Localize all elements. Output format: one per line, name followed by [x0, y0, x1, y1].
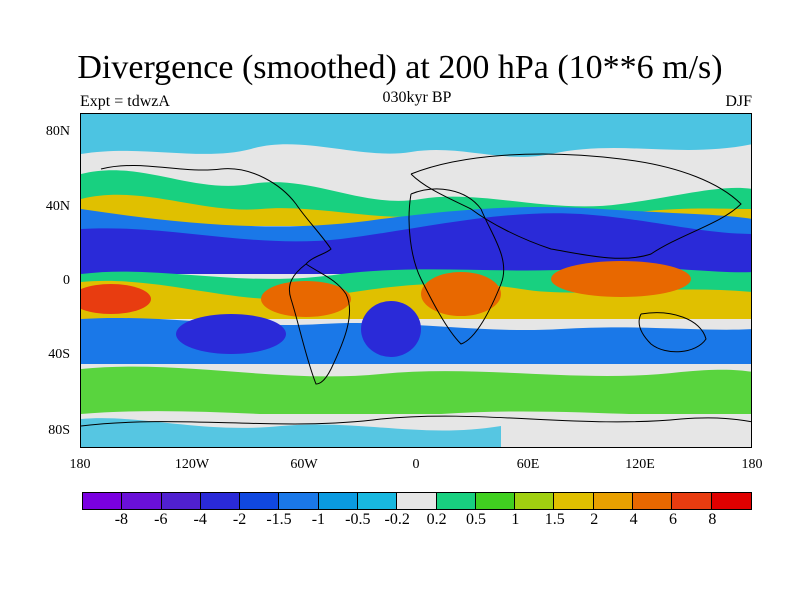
colorbar-swatch — [515, 493, 555, 509]
colorbar-swatch — [122, 493, 162, 509]
south-atlantic-convergence — [361, 301, 421, 357]
map-plot-area — [80, 113, 752, 448]
colorbar-swatch — [318, 493, 358, 509]
north-america-coastline — [100, 164, 332, 265]
subtropical-convergence-core — [81, 213, 751, 274]
colorbar-tick-label: 6 — [669, 511, 677, 528]
experiment-label: Expt = tdwzA — [80, 93, 170, 110]
south-america-divergence — [261, 281, 351, 317]
southern-midlatitude-band — [81, 366, 751, 414]
colorbar-swatch — [397, 493, 437, 509]
colorbar-tick-label: -0.2 — [384, 511, 410, 528]
colorbar-tick-label: 1.5 — [544, 511, 565, 528]
east-pacific-divergence — [81, 284, 151, 314]
lon-tick-label: 120E — [625, 457, 655, 472]
lon-tick-label: 0 — [412, 457, 420, 472]
colorbar-swatch — [632, 493, 673, 509]
colorbar-tick-label: 1 — [511, 511, 520, 528]
lon-tick-label: 180 — [69, 457, 91, 472]
colorbar-tick-label: -0.5 — [345, 511, 371, 528]
colorbar-tick-label: 8 — [708, 511, 717, 528]
eurasia-coastline — [410, 153, 742, 259]
colorbar-swatch — [711, 493, 751, 509]
lon-tick-label: 180 — [741, 457, 763, 472]
lat-tick-label: 80S — [48, 423, 70, 438]
season-label: DJF — [725, 93, 752, 110]
tropical-divergence-inner — [81, 280, 751, 319]
colorbar-swatch — [357, 493, 398, 509]
south-america-coastline — [288, 263, 350, 385]
south-pacific-convergence — [176, 314, 286, 354]
colorbar-swatch — [436, 493, 476, 509]
indo-pacific-divergence — [551, 261, 691, 297]
colorbar-tick-label: -8 — [114, 511, 129, 528]
colorbar-swatch — [593, 493, 633, 509]
map-field — [81, 114, 751, 447]
africa-divergence — [421, 272, 501, 316]
colorbar-swatch — [83, 493, 123, 509]
lat-tick-label: 40S — [48, 347, 70, 362]
australia-coastline — [638, 312, 707, 353]
lat-tick-label: 80N — [45, 124, 70, 139]
colorbar-swatch — [200, 493, 241, 509]
colorbar-swatch — [672, 493, 712, 509]
colorbar-swatch — [475, 493, 516, 509]
lon-tick-label: 60W — [290, 457, 318, 472]
lat-tick-label: 0 — [63, 273, 70, 288]
colorbar-tick-label: 4 — [629, 511, 638, 528]
africa-coastline — [408, 188, 505, 345]
north-polar-band — [81, 114, 751, 157]
lat-tick-label: 40N — [45, 199, 70, 214]
colorbar-swatch — [279, 493, 319, 509]
colorbar-tick-label: -2 — [232, 511, 247, 528]
colorbar-swatch — [554, 493, 594, 509]
colorbar-tick-label: 0.2 — [426, 511, 447, 528]
map-subtitle: 030kyr BP — [382, 89, 452, 106]
colorbar-swatch — [240, 493, 280, 509]
lon-tick-label: 60E — [516, 457, 540, 472]
south-polar-band — [81, 418, 501, 447]
map-title: Divergence (smoothed) at 200 hPa (10**6 … — [77, 49, 723, 86]
colorbar-tick-label: 2 — [590, 511, 599, 528]
colorbar — [82, 492, 752, 510]
colorbar-tick-label: -1 — [311, 511, 326, 528]
colorbar-swatch — [161, 493, 201, 509]
antarctica-coastline — [81, 415, 751, 427]
colorbar-tick-label: -4 — [193, 511, 207, 528]
colorbar-tick-label: 0.5 — [466, 511, 486, 528]
colorbar-tick-label: -6 — [154, 511, 168, 528]
lon-tick-label: 120W — [174, 457, 210, 472]
colorbar-tick-label: -1.5 — [266, 511, 292, 528]
